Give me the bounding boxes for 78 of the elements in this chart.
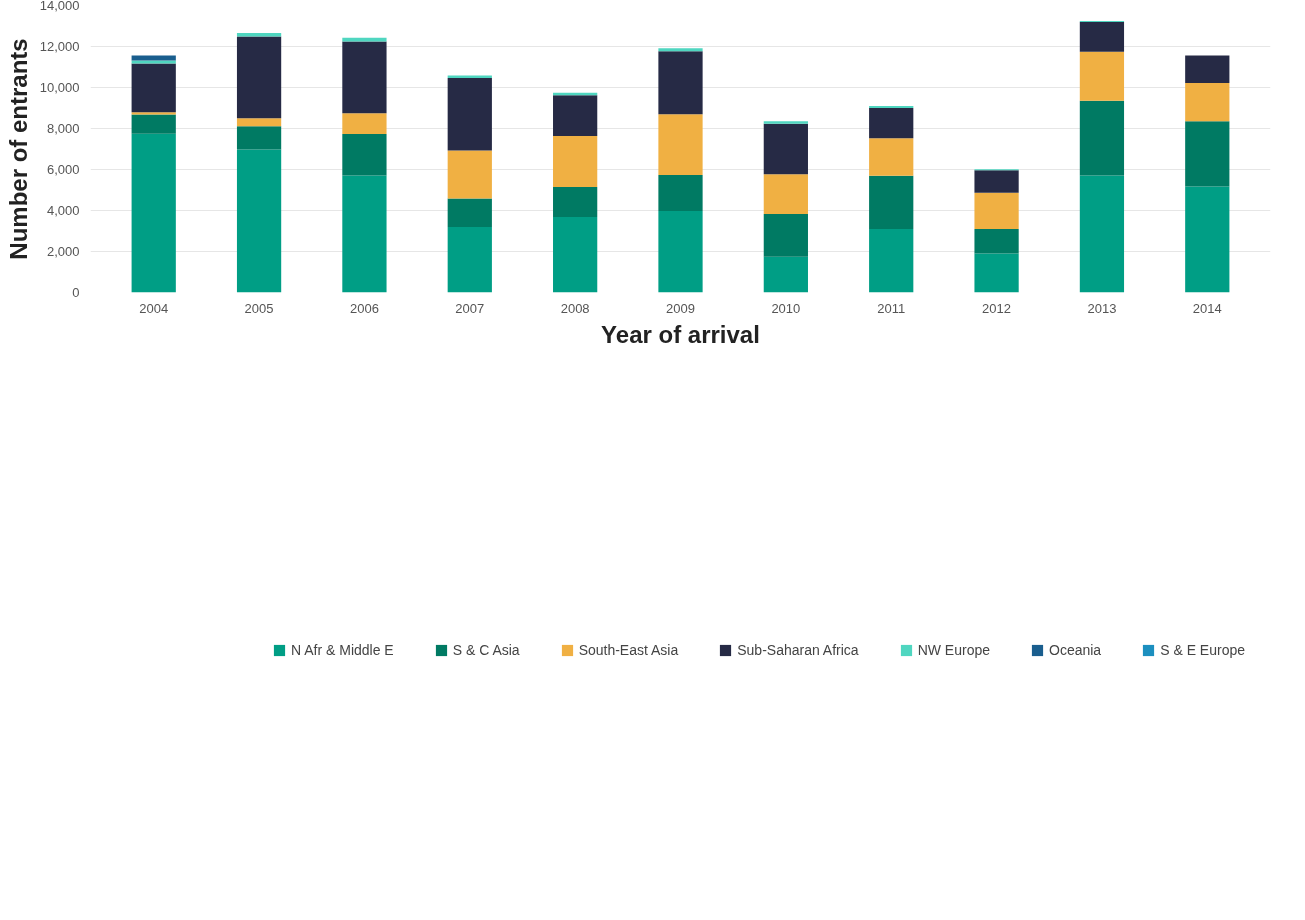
- legend-label: South-East Asia: [578, 642, 679, 658]
- bar: [236, 149, 282, 293]
- bar: [553, 186, 598, 218]
- y-tick-label: 4,000: [46, 203, 80, 218]
- bar: [1185, 121, 1230, 187]
- bar: [869, 108, 914, 139]
- bar: [658, 211, 703, 293]
- legend-label: NW Europe: [917, 642, 991, 658]
- y-tick-label: 10,000: [39, 80, 80, 95]
- bar: [447, 78, 492, 151]
- bar: [131, 133, 176, 293]
- bar: [131, 114, 176, 134]
- bar: [763, 174, 808, 214]
- bar: [974, 253, 1019, 293]
- x-tick-label: 2005: [244, 300, 274, 316]
- bar: [553, 136, 598, 187]
- x-tick-label: 2007: [455, 300, 485, 316]
- bar: [763, 121, 808, 124]
- bar: [763, 123, 808, 175]
- x-tick-label: 2013: [1087, 300, 1117, 316]
- bar: [1185, 186, 1230, 293]
- legend-label: S & C Asia: [452, 642, 520, 658]
- y-tick-label: 6,000: [46, 162, 80, 177]
- bar: [1079, 22, 1125, 52]
- legend-label: Sub-Saharan Africa: [737, 642, 859, 658]
- y-tick-label: 0: [72, 285, 80, 300]
- bar: [342, 175, 387, 293]
- bar: [342, 113, 387, 135]
- bar: [131, 63, 176, 113]
- y-tick-label: 2,000: [46, 244, 80, 259]
- x-tick-label: 2010: [771, 300, 801, 316]
- bar: [658, 175, 703, 212]
- bar: [869, 138, 914, 176]
- bar: [974, 228, 1019, 254]
- bar: [869, 175, 914, 229]
- bar: [658, 114, 703, 176]
- y-tick-label: 14,000: [39, 0, 80, 13]
- x-tick-label: 2014: [1192, 300, 1222, 316]
- bar: [974, 192, 1019, 229]
- bar: [658, 48, 703, 52]
- bar: [236, 36, 282, 119]
- y-tick-label: 8,000: [46, 121, 80, 136]
- bar: [447, 226, 492, 293]
- legend-label: Oceania: [1049, 642, 1102, 658]
- x-tick-label: 2009: [666, 300, 695, 316]
- bar: [1185, 82, 1230, 122]
- bar: [553, 95, 598, 137]
- bar: [869, 105, 914, 108]
- bar: [236, 126, 282, 150]
- bar: [553, 217, 598, 293]
- x-tick-label: 2006: [349, 300, 379, 316]
- y-tick-label: 12,000: [39, 39, 80, 54]
- bar: [763, 213, 808, 257]
- bar: [447, 198, 492, 227]
- bar: [447, 75, 492, 79]
- bar: [1185, 55, 1230, 83]
- bar: [447, 150, 492, 199]
- x-tick-label: 2012: [982, 300, 1012, 316]
- bar: [763, 256, 808, 293]
- bar: [342, 37, 387, 42]
- bar: [658, 51, 703, 115]
- bar: [974, 170, 1019, 193]
- y-axis-title: Number of entrants: [4, 38, 32, 260]
- bar: [342, 41, 387, 114]
- legend-label: N Afr & Middle E: [291, 642, 394, 658]
- bar: [1079, 100, 1125, 176]
- x-tick-label: 2011: [877, 300, 906, 316]
- bar: [869, 228, 914, 293]
- legend-label: S & E Europe: [1160, 642, 1245, 658]
- x-tick-label: 2008: [560, 300, 590, 316]
- bar: [1079, 175, 1125, 293]
- bar: [1079, 51, 1125, 101]
- bar: [131, 60, 176, 64]
- x-tick-label: 2004: [139, 300, 169, 316]
- x-axis-title: Year of arrival: [601, 320, 760, 348]
- bar: [236, 118, 282, 127]
- bar: [342, 134, 387, 176]
- bar: [131, 112, 176, 115]
